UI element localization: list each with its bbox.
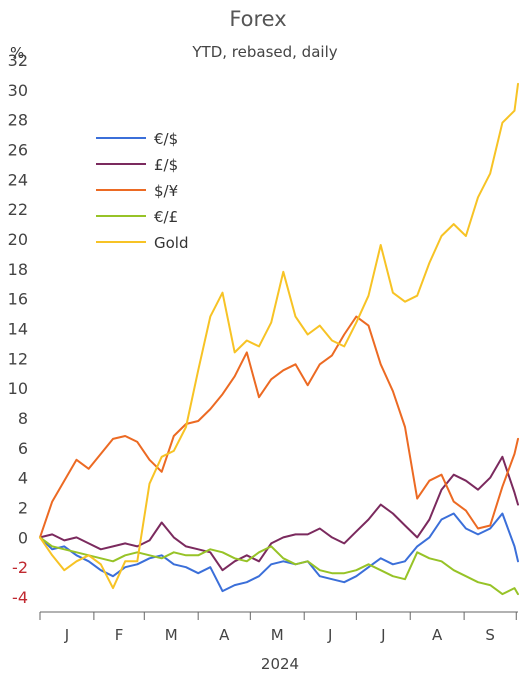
y-tick-label: 26 — [8, 141, 28, 160]
legend-label: €/£ — [154, 208, 178, 226]
legend-label: $/¥ — [154, 182, 178, 200]
x-tick-label: F — [115, 626, 124, 644]
y-tick-label: 32 — [8, 51, 28, 70]
y-tick-label: -4 — [12, 588, 28, 607]
y-tick-label: 14 — [8, 320, 28, 339]
legend-label: Gold — [154, 234, 189, 252]
x-tick-label: S — [485, 626, 495, 644]
plot-lines — [39, 82, 519, 596]
x-tick-label: M — [165, 626, 178, 644]
y-tick-label: 10 — [8, 379, 28, 398]
x-tick-label: A — [432, 626, 443, 644]
series-line- — [39, 512, 519, 593]
x-tick-label: J — [64, 626, 69, 644]
y-axis-unit: % — [10, 44, 24, 62]
y-tick-label: 16 — [8, 290, 28, 309]
y-tick-label: 4 — [18, 469, 28, 488]
y-tick-label: 12 — [8, 349, 28, 368]
chart-title: Forex — [229, 7, 286, 31]
chart-subtitle: YTD, rebased, daily — [191, 43, 337, 61]
x-tick-label: A — [219, 626, 230, 644]
y-tick-label: -2 — [12, 558, 28, 577]
x-tick-label: M — [271, 626, 284, 644]
x-tick-label: J — [380, 626, 385, 644]
y-tick-label: 20 — [8, 230, 28, 249]
legend-label: £/$ — [154, 156, 178, 174]
x-tick-label: J — [327, 626, 332, 644]
y-tick-label: 8 — [18, 409, 28, 428]
series-line- — [39, 536, 519, 596]
y-tick-label: 18 — [8, 260, 28, 279]
y-tick-label: 30 — [8, 81, 28, 100]
chart-legend: €/$ £/$ $/¥ €/£ Gold — [96, 130, 189, 252]
y-tick-label: 0 — [18, 528, 28, 547]
series-line-gold — [39, 82, 519, 590]
y-tick-label: 24 — [8, 170, 28, 189]
x-axis-year-label: 2024 — [261, 655, 299, 673]
y-tick-label: 28 — [8, 111, 28, 130]
y-tick-label: 22 — [8, 200, 28, 219]
y-tick-label: 2 — [18, 499, 28, 518]
y-tick-label: 6 — [18, 439, 28, 458]
series-line- — [39, 315, 519, 539]
legend-label: €/$ — [154, 130, 178, 148]
